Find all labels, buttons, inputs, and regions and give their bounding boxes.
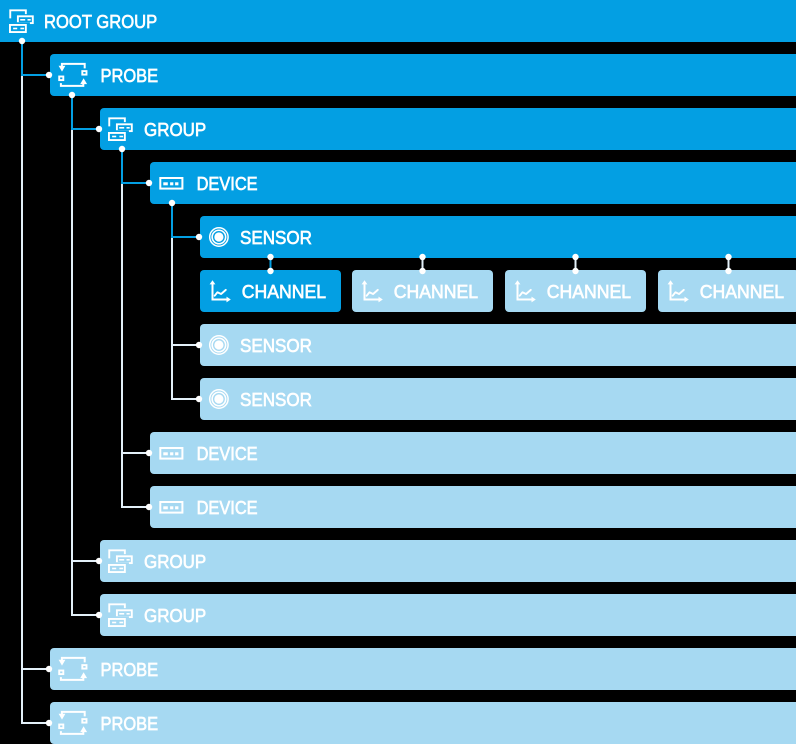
svg-text:PROBE: PROBE — [101, 65, 159, 86]
svg-text:GROUP: GROUP — [144, 605, 206, 626]
svg-text:CHANNEL: CHANNEL — [242, 281, 326, 302]
svg-text:GROUP: GROUP — [144, 551, 206, 572]
svg-text:DEVICE: DEVICE — [197, 173, 258, 194]
svg-text:SENSOR: SENSOR — [240, 227, 312, 248]
svg-text:DEVICE: DEVICE — [197, 497, 258, 518]
svg-text:SENSOR: SENSOR — [240, 335, 312, 356]
svg-text:DEVICE: DEVICE — [197, 443, 258, 464]
svg-text:PROBE: PROBE — [101, 713, 159, 734]
svg-text:ROOT GROUP: ROOT GROUP — [44, 11, 157, 32]
svg-text:PROBE: PROBE — [101, 659, 159, 680]
svg-text:CHANNEL: CHANNEL — [547, 281, 631, 302]
svg-text:CHANNEL: CHANNEL — [700, 281, 784, 302]
svg-text:SENSOR: SENSOR — [240, 389, 312, 410]
svg-text:GROUP: GROUP — [144, 119, 206, 140]
svg-text:CHANNEL: CHANNEL — [394, 281, 478, 302]
